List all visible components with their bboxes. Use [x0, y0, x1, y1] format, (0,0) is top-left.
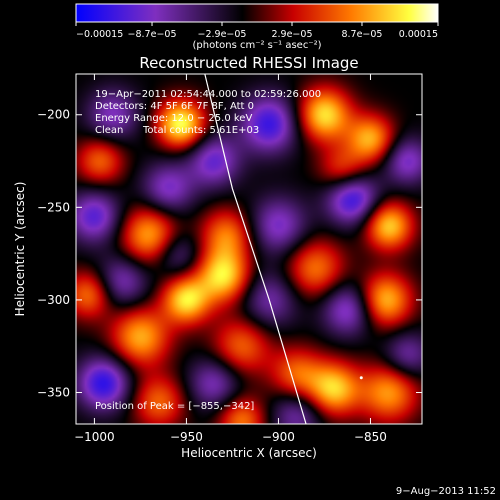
x-tick-label: −900: [262, 430, 295, 444]
plot-frame: [75, 73, 423, 425]
colorbar-tick-label: 2.9e−05: [271, 29, 312, 40]
colorbar-unit-label: (photons cm⁻² s⁻¹ asec⁻²): [192, 40, 321, 51]
y-axis-label: Heliocentric Y (arcsec): [13, 182, 27, 317]
annotation-peak-position: Position of Peak = [−855,−342]: [95, 401, 254, 412]
colorbar-tick-label: 8.7e−05: [341, 29, 382, 40]
chart-title: Reconstructed RHESSI Image: [139, 54, 358, 72]
y-tick-label: −200: [37, 108, 70, 122]
y-tick-label: −300: [37, 293, 70, 307]
peak-marker: [359, 376, 363, 380]
footer-date: 9−Aug−2013 11:52: [396, 486, 496, 497]
colorbar-ticks: −0.00015 −8.7e−05 −2.9e−05 2.9e−05 8.7e−05 0.…: [75, 22, 439, 40]
colorbar-tick-label: −0.00015: [76, 29, 123, 40]
x-tick-label: −950: [170, 430, 203, 444]
colorbar-tick-label: −2.9e−05: [198, 29, 247, 40]
annotation-total-counts: Total counts: 5.61E+03: [142, 125, 259, 136]
annotation-detectors: Detectors: 4F 5F 6F 7F 8F, Att 0: [95, 101, 254, 112]
x-axis-ticks: −1000 −950 −900 −850: [74, 74, 387, 444]
annotation-method: Clean: [95, 125, 123, 136]
y-tick-label: −350: [37, 386, 70, 400]
colorbar-gradient: [75, 3, 439, 23]
plot-area: −1000 −950 −900 −850 −200 −250 −300 −350: [37, 73, 423, 444]
heatmap-image: [76, 74, 422, 424]
solar-limb-curve: [204, 74, 307, 424]
colorbar: −0.00015 −8.7e−05 −2.9e−05 2.9e−05 8.7e−05 0.…: [75, 3, 439, 51]
colorbar-tick-label: −8.7e−05: [128, 29, 177, 40]
x-axis-label: Heliocentric X (arcsec): [181, 446, 317, 460]
annotation-time-range: 19−Apr−2011 02:54:44.000 to 02:59:26.000: [95, 89, 321, 100]
x-tick-label: −850: [354, 430, 387, 444]
y-axis-ticks: −200 −250 −300 −350: [37, 108, 422, 400]
y-tick-label: −250: [37, 200, 70, 214]
annotation-energy-range: Energy Range: 12.0 − 25.0 keV: [95, 113, 252, 124]
colorbar-tick-label: 0.00015: [399, 29, 438, 40]
annotation-block: 19−Apr−2011 02:54:44.000 to 02:59:26.000…: [95, 89, 321, 412]
x-tick-label: −1000: [74, 430, 115, 444]
